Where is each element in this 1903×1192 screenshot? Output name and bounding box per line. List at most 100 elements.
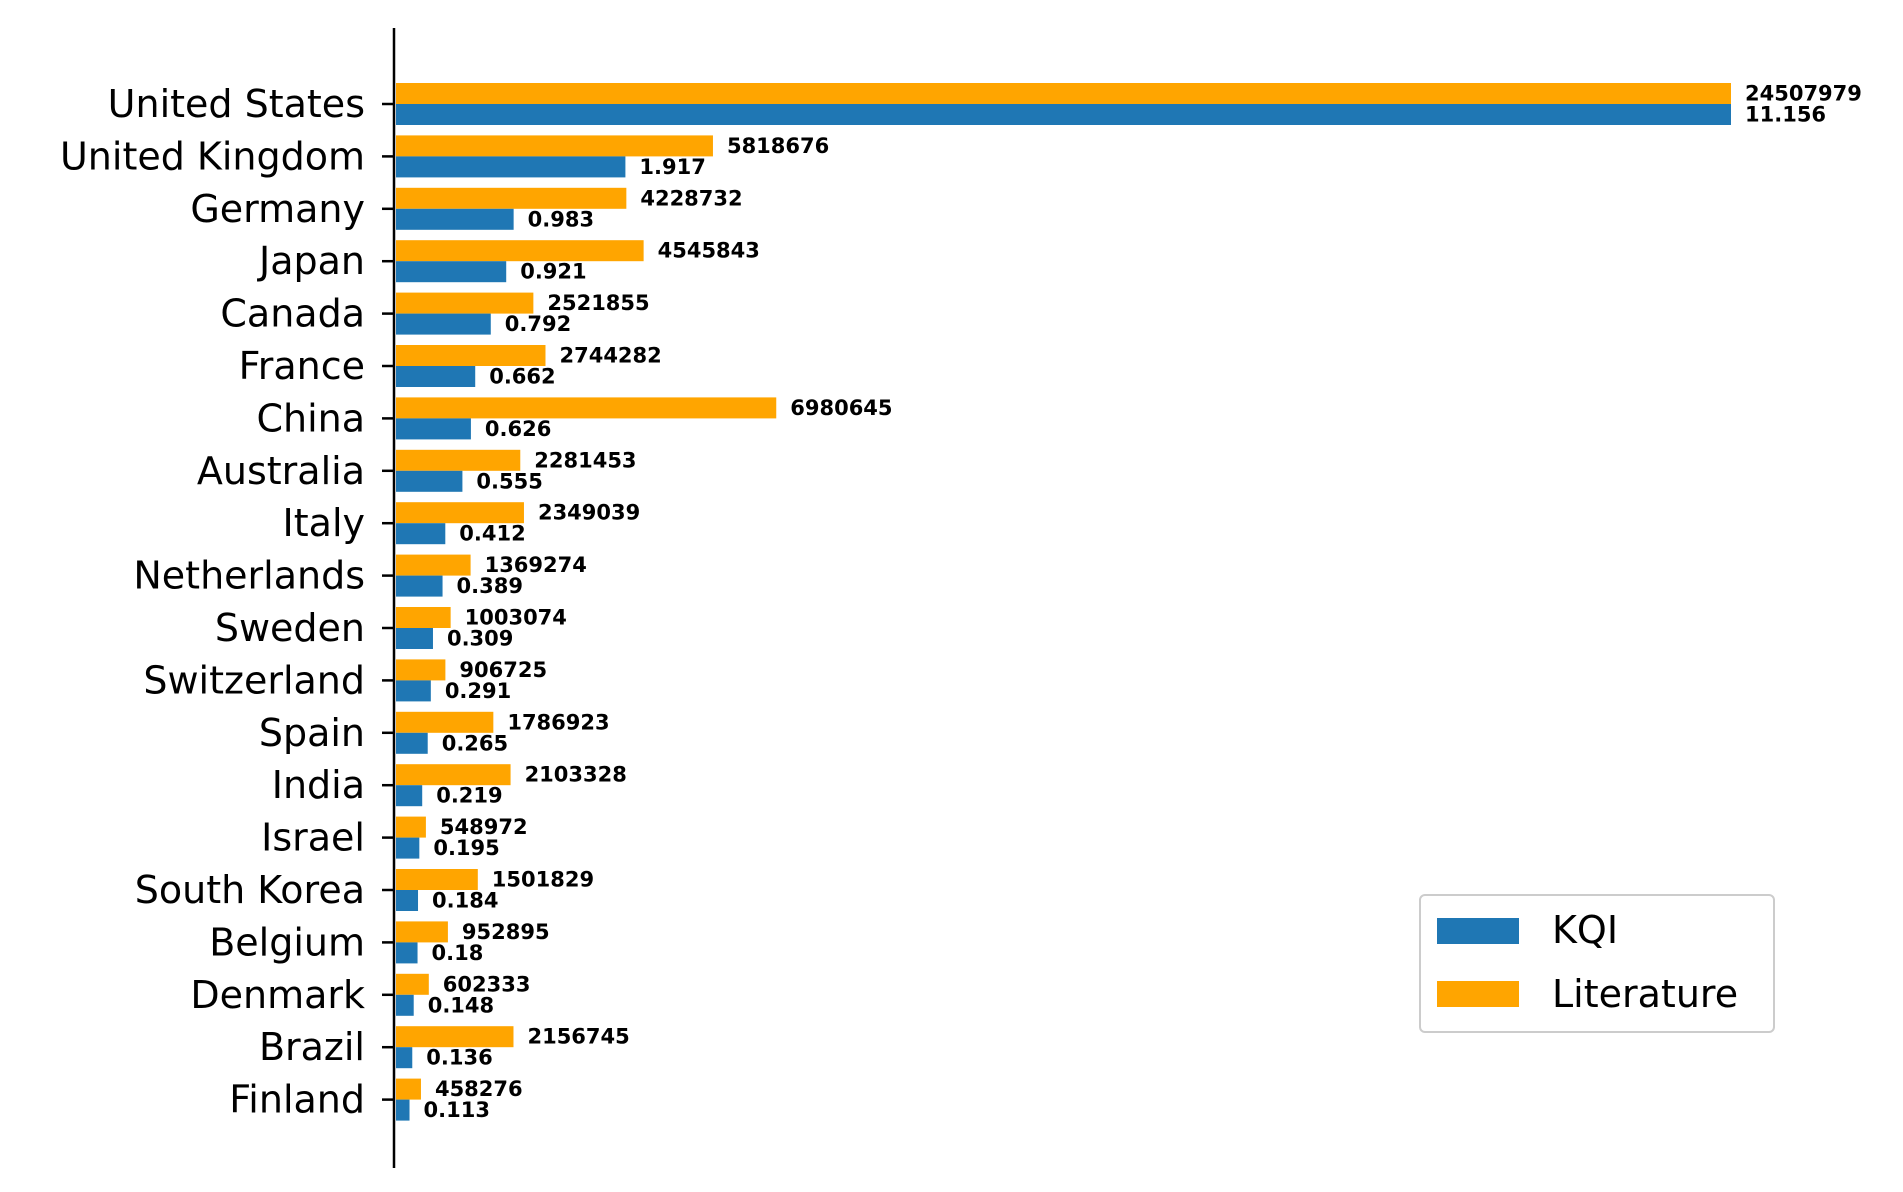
y-tick-label-brazil: Brazil <box>259 1025 365 1069</box>
bar-kqi-south-korea <box>396 890 419 911</box>
y-tick-label-south-korea: South Korea <box>135 868 365 912</box>
bar-kqi-italy <box>396 523 446 545</box>
y-tick-label-china: China <box>256 396 365 440</box>
bar-literature-australia <box>396 449 521 471</box>
bar-literature-germany <box>396 187 627 209</box>
data-label-literature-china: 6980645 <box>790 396 892 420</box>
bar-kqi-india <box>396 785 423 807</box>
data-label-literature-switzerland: 906725 <box>459 658 547 682</box>
data-label-kqi-sweden: 0.309 <box>447 627 513 651</box>
bar-literature-japan <box>396 240 644 262</box>
y-tick-label-denmark: Denmark <box>190 973 365 1017</box>
data-label-literature-brazil: 2156745 <box>527 1025 629 1049</box>
y-tick-label-sweden: Sweden <box>215 606 365 650</box>
bar-literature-denmark <box>396 973 429 995</box>
bar-literature-israel <box>396 816 426 838</box>
bar-kqi-switzerland <box>396 680 431 702</box>
bar-literature-sweden <box>396 607 451 628</box>
data-label-literature-south-korea: 1501829 <box>492 868 594 892</box>
bar-kqi-belgium <box>396 942 418 964</box>
data-label-kqi-italy: 0.412 <box>459 522 525 546</box>
bar-literature-canada <box>396 292 534 314</box>
bar-kqi-spain <box>396 732 428 754</box>
data-label-literature-denmark: 602333 <box>443 972 531 996</box>
y-tick-label-spain: Spain <box>259 711 365 755</box>
data-label-literature-india: 2103328 <box>525 763 627 787</box>
data-label-kqi-netherlands: 0.389 <box>457 574 523 598</box>
bar-literature-italy <box>396 502 524 524</box>
y-tick-label-italy: Italy <box>283 501 365 545</box>
data-label-literature-germany: 4228732 <box>640 186 742 210</box>
y-tick-label-united-kingdom: United Kingdom <box>60 134 365 178</box>
data-label-literature-canada: 2521855 <box>547 291 649 315</box>
bar-kqi-brazil <box>396 1047 413 1069</box>
y-tick-label-united-states: United States <box>108 82 365 126</box>
data-label-literature-sweden: 1003074 <box>465 606 567 630</box>
legend: KQI Literature <box>1419 894 1775 1033</box>
data-label-literature-israel: 548972 <box>440 815 528 839</box>
data-label-kqi-brazil: 0.136 <box>426 1046 492 1070</box>
data-label-kqi-denmark: 0.148 <box>428 993 494 1017</box>
data-label-literature-australia: 2281453 <box>534 448 636 472</box>
bar-literature-united-kingdom <box>396 135 713 157</box>
legend-swatch-literature <box>1437 981 1519 1007</box>
y-tick-label-israel: Israel <box>261 816 365 860</box>
legend-swatch-kqi <box>1437 918 1519 944</box>
bar-literature-spain <box>396 711 494 733</box>
bar-literature-brazil <box>396 1026 514 1048</box>
bar-literature-united-states <box>396 83 1731 104</box>
legend-label-literature: Literature <box>1552 972 1738 1016</box>
bar-literature-china <box>396 397 777 419</box>
data-label-literature-belgium: 952895 <box>462 920 550 944</box>
bar-kqi-sweden <box>396 628 433 649</box>
data-label-kqi-australia: 0.555 <box>476 469 542 493</box>
data-label-kqi-canada: 0.792 <box>505 312 571 336</box>
bar-kqi-japan <box>396 261 507 283</box>
y-tick-label-japan: Japan <box>257 239 365 283</box>
data-label-literature-united-states: 24507979 <box>1745 82 1862 106</box>
data-label-kqi-india: 0.219 <box>436 784 502 808</box>
bar-kqi-united-kingdom <box>396 156 626 178</box>
bar-kqi-netherlands <box>396 575 443 597</box>
bar-literature-france <box>396 345 546 366</box>
bar-kqi-israel <box>396 837 420 859</box>
data-label-kqi-germany: 0.983 <box>528 207 594 231</box>
data-label-kqi-united-kingdom: 1.917 <box>639 155 705 179</box>
legend-label-kqi: KQI <box>1552 908 1618 952</box>
bar-kqi-canada <box>396 313 491 335</box>
y-tick-label-australia: Australia <box>197 449 365 493</box>
y-tick-label-netherlands: Netherlands <box>133 554 365 598</box>
data-label-kqi-france: 0.662 <box>489 365 555 389</box>
data-label-literature-spain: 1786923 <box>507 710 609 734</box>
data-label-kqi-south-korea: 0.184 <box>432 889 498 913</box>
bar-literature-south-korea <box>396 869 478 890</box>
data-label-kqi-switzerland: 0.291 <box>445 679 511 703</box>
bar-kqi-denmark <box>396 994 414 1016</box>
y-tick-label-belgium: Belgium <box>209 920 365 964</box>
bar-literature-netherlands <box>396 554 471 576</box>
y-axis-ticks <box>382 102 394 1101</box>
bar-kqi-united-states <box>396 104 1731 125</box>
bar-kqi-australia <box>396 470 463 492</box>
bar-kqi-finland <box>396 1099 410 1121</box>
bars-layer <box>396 83 1731 1121</box>
bar-kqi-china <box>396 418 471 440</box>
data-label-literature-united-kingdom: 5818676 <box>727 134 829 158</box>
data-label-kqi-japan: 0.921 <box>520 260 586 284</box>
bar-kqi-germany <box>396 208 514 230</box>
bar-literature-switzerland <box>396 659 446 681</box>
data-label-kqi-china: 0.626 <box>485 417 551 441</box>
y-tick-label-germany: Germany <box>190 187 365 231</box>
data-label-kqi-israel: 0.195 <box>433 836 499 860</box>
data-label-literature-netherlands: 1369274 <box>485 553 587 577</box>
data-label-kqi-spain: 0.265 <box>442 731 508 755</box>
y-tick-label-canada: Canada <box>220 292 365 336</box>
bar-literature-india <box>396 764 511 786</box>
y-tick-label-france: France <box>239 344 365 388</box>
data-label-kqi-finland: 0.113 <box>424 1098 490 1122</box>
bar-kqi-france <box>396 366 476 387</box>
data-label-literature-finland: 458276 <box>435 1077 523 1101</box>
bar-literature-finland <box>396 1078 421 1100</box>
bar-literature-belgium <box>396 921 448 943</box>
